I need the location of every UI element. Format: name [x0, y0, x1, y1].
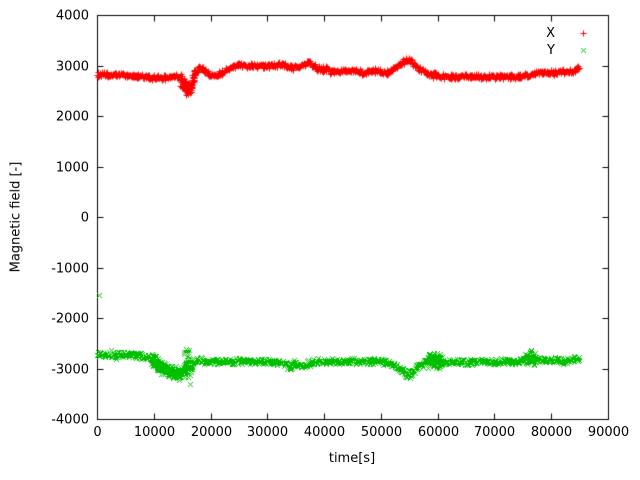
- x-tick-label: 20000: [190, 425, 233, 440]
- y-tick-label: 3000: [55, 59, 89, 74]
- y-axis-title: Magnetic field [-]: [8, 161, 24, 273]
- x-axis-title: time[s]: [328, 451, 376, 466]
- x-tick-label: 0: [93, 425, 102, 440]
- y-tick-label: 4000: [55, 8, 89, 23]
- legend-entry-y: Y: [547, 43, 555, 58]
- x-tick-label: 80000: [530, 425, 573, 440]
- x-tick-label: 50000: [360, 425, 403, 440]
- y-tick-label: -3000: [51, 362, 89, 377]
- y-tick-label: 2000: [55, 109, 89, 124]
- x-tick-label: 40000: [303, 425, 346, 440]
- x-tick-label: 30000: [246, 425, 289, 440]
- legend-entry-x: X: [546, 26, 555, 41]
- x-tick-label: 90000: [587, 425, 630, 440]
- x-tick-label: 60000: [417, 425, 460, 440]
- y-tick-label: 0: [80, 210, 89, 225]
- x-tick-label: 70000: [473, 425, 516, 440]
- x-tick-label: 10000: [133, 425, 176, 440]
- y-tick-label: -1000: [51, 261, 89, 276]
- y-tick-label: 1000: [55, 160, 89, 175]
- y-tick-label: -2000: [51, 311, 89, 326]
- y-tick-label: -4000: [51, 412, 89, 427]
